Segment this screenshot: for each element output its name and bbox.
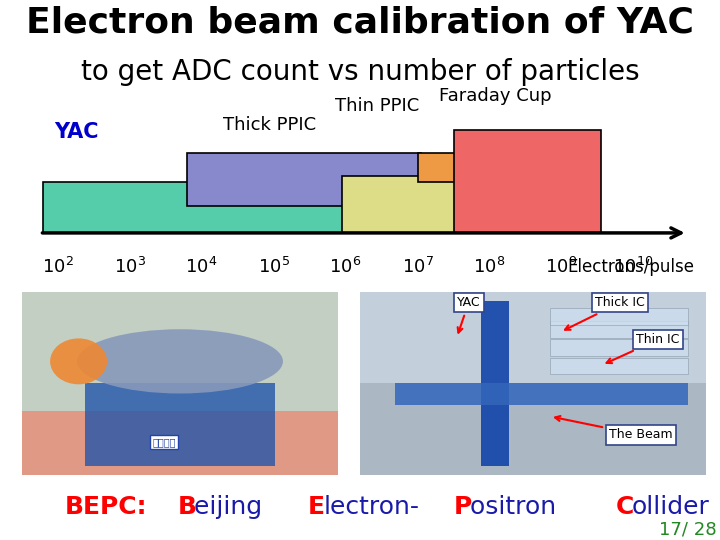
Bar xyxy=(454,130,601,233)
Bar xyxy=(550,339,688,356)
Bar xyxy=(22,411,338,475)
Text: $10^{6}$: $10^{6}$ xyxy=(330,257,361,277)
Text: $10^{3}$: $10^{3}$ xyxy=(114,257,145,277)
Text: lectron-: lectron- xyxy=(324,495,420,519)
Text: Thin PPIC: Thin PPIC xyxy=(335,97,419,115)
Bar xyxy=(342,176,493,233)
Text: $10^{2}$: $10^{2}$ xyxy=(42,257,73,277)
Bar xyxy=(22,292,338,411)
Bar xyxy=(550,308,688,325)
Text: $10^{4}$: $10^{4}$ xyxy=(186,257,217,277)
Text: Electrons/pulse: Electrons/pulse xyxy=(568,258,695,276)
Text: Thin IC: Thin IC xyxy=(606,333,680,363)
Bar xyxy=(360,383,706,475)
Bar xyxy=(187,153,421,206)
Bar xyxy=(43,181,349,233)
Text: Electron beam calibration of YAC: Electron beam calibration of YAC xyxy=(26,6,694,40)
Text: 航天神话: 航天神话 xyxy=(153,437,176,447)
Text: eijing: eijing xyxy=(194,495,271,519)
Text: B: B xyxy=(179,495,197,519)
Text: The Beam: The Beam xyxy=(555,416,672,442)
Bar xyxy=(550,357,688,374)
Bar xyxy=(395,383,688,406)
Text: Faraday Cup: Faraday Cup xyxy=(439,87,552,105)
Text: to get ADC count vs number of particles: to get ADC count vs number of particles xyxy=(81,58,639,86)
Text: $10^{9}$: $10^{9}$ xyxy=(546,257,577,277)
Text: ositron: ositron xyxy=(469,495,572,519)
Text: Thick IC: Thick IC xyxy=(565,296,644,330)
Text: ollider: ollider xyxy=(632,495,710,519)
Text: P: P xyxy=(454,495,472,519)
Ellipse shape xyxy=(77,329,283,394)
Bar xyxy=(360,292,706,383)
Bar xyxy=(550,321,688,338)
Ellipse shape xyxy=(50,339,107,384)
Bar xyxy=(481,301,508,466)
Text: YAC: YAC xyxy=(456,296,480,333)
Bar xyxy=(85,383,275,466)
Text: 17/ 28: 17/ 28 xyxy=(659,521,716,538)
Text: $10^{7}$: $10^{7}$ xyxy=(402,257,433,277)
Text: Thick PPIC: Thick PPIC xyxy=(223,116,316,134)
Bar xyxy=(418,153,493,181)
Text: $10^{10}$: $10^{10}$ xyxy=(613,257,654,277)
Text: YAC: YAC xyxy=(54,122,99,141)
Text: $10^{8}$: $10^{8}$ xyxy=(474,257,505,277)
Text: BEPC:: BEPC: xyxy=(65,495,148,519)
Text: E: E xyxy=(308,495,325,519)
Text: $10^{5}$: $10^{5}$ xyxy=(258,257,289,277)
Text: C: C xyxy=(616,495,634,519)
